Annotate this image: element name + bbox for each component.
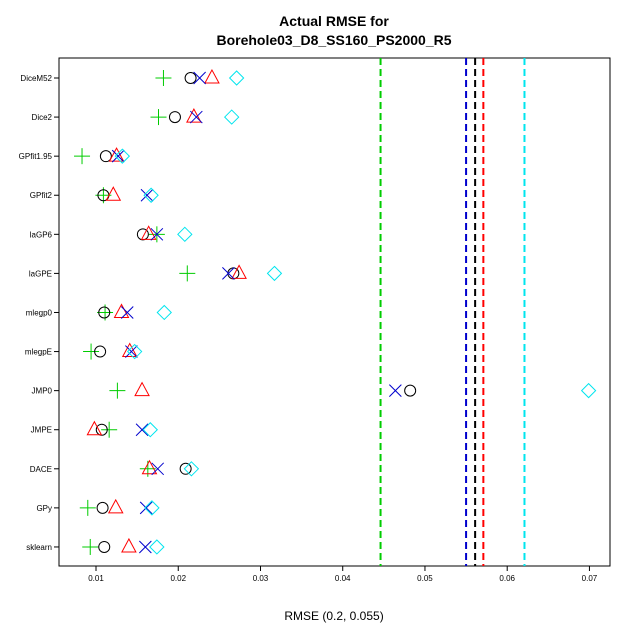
cross-marker — [138, 540, 152, 554]
x-axis-label: RMSE (0.2, 0.055) — [284, 609, 383, 623]
plot-frame — [58, 57, 611, 567]
circle-marker — [94, 345, 107, 358]
plus-marker — [79, 499, 96, 516]
circle-marker — [179, 462, 192, 475]
x-tick-label: 0.02 — [170, 574, 186, 583]
triangle-marker — [231, 264, 247, 279]
y-tick-label: DiceM52 — [20, 74, 52, 83]
cross-marker — [193, 71, 206, 85]
cross-marker — [135, 423, 149, 437]
x-tick-label: 0.04 — [335, 574, 351, 583]
diamond-marker — [144, 500, 160, 516]
y-tick-label: GPfit1.95 — [19, 152, 53, 161]
y-tick-label: GPfit2 — [30, 191, 53, 200]
y-tick-label: JMP0 — [32, 387, 53, 396]
circle-marker — [98, 540, 111, 553]
triangle-marker — [134, 381, 150, 397]
y-tick-label: JMPE — [31, 426, 52, 435]
triangle-marker — [141, 459, 158, 475]
plus-marker — [101, 421, 118, 438]
triangle-marker — [140, 225, 157, 240]
chart-title-line1: Actual RMSE for — [279, 13, 389, 29]
y-tick-label: laGP6 — [30, 230, 53, 239]
cross-marker — [111, 149, 125, 163]
x-tick-label: 0.06 — [499, 574, 515, 583]
cross-marker — [125, 345, 138, 358]
circle-marker — [99, 150, 112, 163]
triangle-marker — [86, 420, 103, 436]
triangle-marker — [107, 498, 124, 514]
cross-marker — [120, 306, 134, 319]
triangle-marker — [204, 68, 220, 84]
plus-marker — [179, 265, 196, 282]
x-tick-label: 0.01 — [88, 574, 104, 583]
diamond-marker — [143, 187, 159, 203]
x-tick-label: 0.03 — [253, 574, 269, 583]
diamond-marker — [142, 422, 158, 438]
y-tick-label: GPy — [36, 504, 52, 513]
cross-marker — [389, 384, 402, 397]
diamond-marker — [156, 304, 172, 321]
triangle-marker — [121, 537, 137, 553]
chart-title-line2: Borehole03_D8_SS160_PS2000_R5 — [216, 32, 451, 48]
plus-marker — [74, 148, 91, 165]
cross-marker — [151, 462, 165, 476]
x-tick-label: 0.07 — [582, 574, 598, 583]
y-tick-label: mlegp0 — [26, 308, 53, 317]
cross-marker — [222, 267, 235, 280]
plus-marker — [155, 70, 172, 86]
plus-marker — [82, 538, 99, 555]
y-tick-label: laGPE — [29, 269, 52, 278]
circle-marker — [96, 501, 109, 514]
diamond-marker — [149, 539, 165, 555]
cross-marker — [189, 110, 203, 124]
y-tick-label: sklearn — [26, 543, 52, 552]
triangle-marker — [113, 303, 130, 318]
diamond-marker — [183, 461, 200, 477]
reference-lines — [379, 58, 526, 566]
diamond-marker — [228, 70, 245, 86]
diamond-marker — [580, 382, 597, 399]
cross-marker — [140, 188, 154, 202]
circle-marker — [98, 306, 111, 319]
plus-marker — [150, 109, 167, 126]
y-tick-label: DACE — [30, 465, 52, 474]
diamond-marker — [266, 265, 283, 282]
diamond-marker — [177, 226, 193, 243]
x-axis: 0.01 0.02 0.03 0.04 0.05 0.06 0.07 — [88, 566, 598, 583]
y-tick-label: Dice2 — [32, 113, 53, 122]
data-points — [74, 68, 597, 555]
triangle-marker — [105, 186, 122, 201]
circle-marker — [168, 111, 181, 124]
y-axis: DiceM52 Dice2 GPfit1.95 GPfit2 laGP6 laGPE mle… — [19, 74, 59, 552]
circle-marker — [404, 384, 417, 397]
cross-marker — [150, 227, 164, 241]
diamond-marker — [126, 343, 143, 360]
circle-marker — [184, 72, 197, 84]
diamond-marker — [223, 109, 240, 125]
plus-marker — [83, 343, 100, 360]
y-tick-label: mlegpE — [25, 348, 52, 357]
plus-marker — [109, 382, 126, 399]
x-tick-label: 0.05 — [417, 574, 433, 583]
diamond-marker — [114, 148, 131, 164]
cross-marker — [139, 501, 153, 515]
